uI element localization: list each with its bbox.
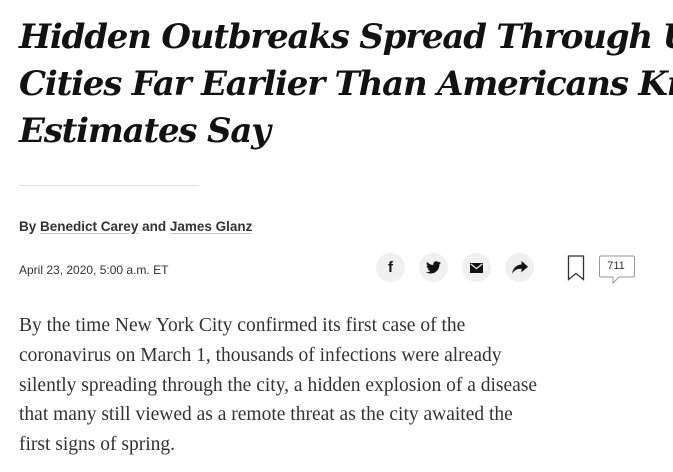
headline-line: Estimates Say bbox=[19, 111, 271, 151]
author-link-benedict-carey[interactable]: Benedict Carey bbox=[40, 219, 139, 234]
twitter-icon bbox=[426, 261, 441, 274]
body-line: that many still viewed as a remote threa… bbox=[19, 404, 513, 426]
email-icon bbox=[470, 262, 483, 273]
headline-divider bbox=[19, 185, 199, 186]
headline: Hidden Outbreaks Spread Through U.S. Cit… bbox=[19, 14, 673, 155]
byline-prefix: By bbox=[19, 219, 37, 234]
share-arrow-icon bbox=[511, 261, 528, 274]
headline-line: Cities Far Earlier Than Americans Knew, bbox=[19, 64, 673, 104]
twitter-share-button[interactable] bbox=[419, 253, 448, 282]
comment-count: 711 bbox=[607, 260, 625, 272]
body-line: By the time New York City confirmed its … bbox=[19, 315, 466, 336]
body-line: coronavirus on March 1, thousands of inf… bbox=[19, 344, 502, 366]
save-bookmark-button[interactable] bbox=[567, 255, 585, 281]
byline: By Benedict Carey and James Glanz bbox=[19, 219, 252, 234]
bookmark-icon bbox=[567, 255, 585, 281]
article-body: By the time New York City confirmed its … bbox=[19, 311, 659, 460]
comment-bubble-icon bbox=[599, 255, 635, 285]
facebook-icon: f bbox=[388, 259, 393, 276]
headline-line: Hidden Outbreaks Spread Through U.S. bbox=[19, 17, 673, 57]
comments-button[interactable]: 711 bbox=[598, 255, 636, 285]
byline-conjunction: and bbox=[142, 219, 167, 234]
body-line: silently spreading through the city, a h… bbox=[19, 374, 538, 396]
facebook-share-button[interactable]: f bbox=[376, 253, 405, 282]
more-share-button[interactable] bbox=[505, 253, 534, 282]
body-line: first signs of spring. bbox=[19, 434, 175, 456]
publish-date: April 23, 2020, 5:00 a.m. ET bbox=[19, 263, 169, 277]
email-share-button[interactable] bbox=[462, 253, 491, 282]
author-link-james-glanz[interactable]: James Glanz bbox=[169, 219, 253, 234]
